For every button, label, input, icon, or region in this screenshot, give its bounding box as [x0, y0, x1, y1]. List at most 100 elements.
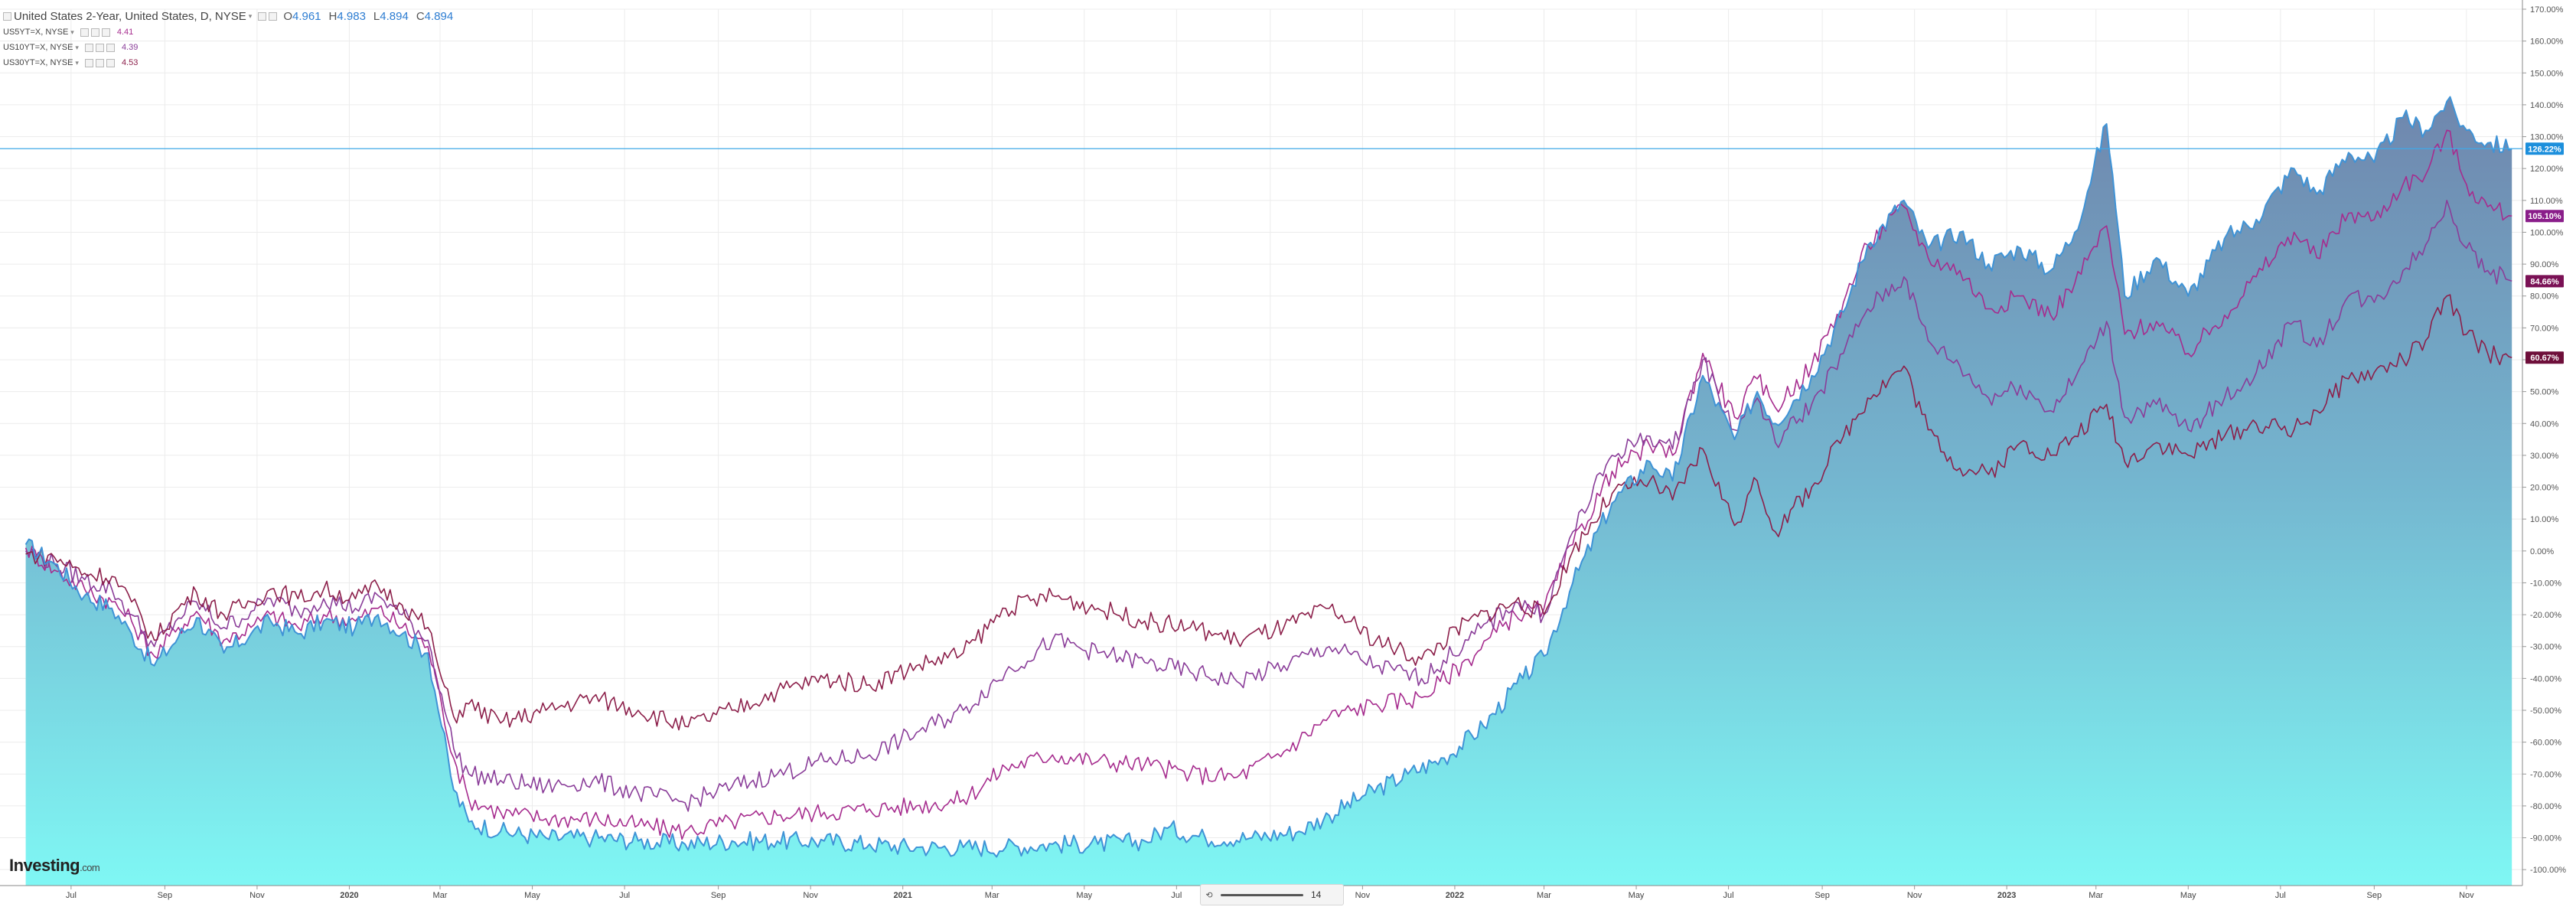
last-value-badge: 105.10% [2525, 210, 2564, 223]
legend-open: O4.961 [283, 9, 321, 23]
legend-series-value: 4.41 [116, 28, 134, 37]
y-tick-label: 40.00% [2530, 419, 2559, 429]
badge-bg [2525, 351, 2564, 364]
x-tick-label: Jul [2275, 891, 2286, 900]
x-tick-label: Jul [1723, 891, 1734, 900]
legend-close: C4.894 [416, 9, 454, 23]
y-tick-label: -60.00% [2530, 739, 2561, 748]
series-line-us30yt-x[interactable] [25, 294, 2512, 731]
x-tick-label: May [2180, 891, 2196, 900]
y-tick-label: 130.00% [2530, 133, 2564, 142]
last-value-badge: 60.67% [2525, 351, 2564, 364]
visibility-icon[interactable] [84, 43, 93, 52]
y-tick-label: 50.00% [2530, 388, 2559, 397]
badge-label: 84.66% [2530, 277, 2559, 286]
investing-logo: Investing.com [9, 856, 100, 875]
x-tick-label: Mar [433, 891, 448, 900]
badge-label: 105.10% [2528, 212, 2561, 221]
y-tick-label: -20.00% [2530, 611, 2561, 620]
legend-main-series[interactable]: United States 2-Year, United States, D, … [3, 8, 461, 24]
area-fill-united-states-2-year [25, 96, 2512, 886]
y-tick-label: 80.00% [2530, 292, 2559, 302]
x-tick-label: Mar [985, 891, 999, 900]
x-tick-label: Sep [2367, 891, 2382, 900]
last-value-badge: 126.22% [2525, 142, 2564, 155]
close-icon[interactable] [106, 58, 115, 67]
badge-bg [2525, 210, 2564, 223]
y-tick-label: 150.00% [2530, 69, 2564, 78]
legend-high: H4.983 [328, 9, 366, 23]
badge-bg [2525, 275, 2564, 288]
x-tick-label: Nov [1907, 891, 1922, 900]
y-tick-label: 70.00% [2530, 324, 2559, 333]
legend-series-label: US10YT=X, NYSE [3, 43, 73, 52]
chevron-down-icon[interactable]: ▾ [75, 43, 79, 51]
y-tick-label: -40.00% [2530, 674, 2561, 684]
reset-icon[interactable]: ⟲ [1205, 890, 1213, 900]
x-tick-label: 2021 [893, 891, 911, 900]
x-tick-label: 2023 [1997, 891, 2016, 900]
x-tick-label: Jul [66, 891, 77, 900]
legend-series-us5y[interactable]: US5YT=X, NYSE ▾ 4.41 [3, 24, 461, 40]
chart-scrubber[interactable]: ⟲ 14 [1200, 884, 1344, 905]
x-tick-label: Nov [803, 891, 818, 900]
x-tick-label: Jul [619, 891, 630, 900]
x-tick-label: Nov [1355, 891, 1371, 900]
y-tick-label: 140.00% [2530, 101, 2564, 110]
x-tick-label: Jul [1171, 891, 1182, 900]
chevron-down-icon[interactable]: ▾ [75, 58, 79, 67]
y-tick-label: 10.00% [2530, 515, 2559, 524]
y-tick-label: -80.00% [2530, 802, 2561, 811]
settings-icon[interactable] [95, 58, 104, 67]
close-icon[interactable] [269, 11, 278, 21]
x-tick-label: May [1629, 891, 1645, 900]
y-tick-label: 120.00% [2530, 165, 2564, 174]
settings-icon[interactable] [258, 11, 267, 21]
legend-series-us10y[interactable]: US10YT=X, NYSE ▾ 4.39 [3, 40, 461, 55]
chevron-down-icon[interactable]: ▾ [248, 11, 253, 20]
badge-bg [2525, 142, 2564, 155]
y-tick-label: 20.00% [2530, 484, 2559, 493]
visibility-icon[interactable] [80, 28, 89, 37]
y-tick-label: -30.00% [2530, 643, 2561, 652]
badge-label: 126.22% [2528, 145, 2561, 154]
y-tick-label: 110.00% [2530, 197, 2563, 206]
legend-series-value: 4.39 [121, 43, 139, 52]
scrubber-value: 14 [1311, 889, 1322, 900]
last-value-badge: 84.66% [2525, 275, 2564, 288]
series-line-us10yt-x[interactable] [24, 200, 2512, 812]
x-tick-label: May [524, 891, 540, 900]
settings-icon[interactable] [95, 43, 104, 52]
visibility-icon[interactable] [84, 58, 93, 67]
legend-main-title: United States 2-Year, United States, D, … [14, 9, 246, 23]
y-tick-label: -100.00% [2530, 866, 2566, 875]
legend-series-label: US30YT=X, NYSE [3, 58, 73, 67]
y-tick-label: 90.00% [2530, 260, 2559, 269]
y-tick-label: 100.00% [2530, 228, 2564, 237]
x-tick-label: Sep [158, 891, 173, 900]
settings-icon[interactable] [90, 28, 99, 37]
legend-series-label: US5YT=X, NYSE [3, 28, 69, 37]
badge-label: 60.67% [2530, 354, 2559, 363]
x-tick-label: 2022 [1446, 891, 1464, 900]
scrubber-track[interactable] [1221, 893, 1303, 896]
close-icon[interactable] [106, 43, 115, 52]
last-value-badges: 126.22% 105.10% 84.66% 60.67% [2525, 142, 2564, 364]
collapse-icon[interactable] [3, 11, 11, 21]
chart-legend: United States 2-Year, United States, D, … [3, 8, 461, 70]
legend-series-us30y[interactable]: US30YT=X, NYSE ▾ 4.53 [3, 55, 461, 70]
y-axis: 170.00% 160.00% 150.00% 140.00% 130.00% 120.0… [2522, 0, 2566, 886]
legend-low: L4.894 [373, 9, 409, 23]
close-icon[interactable] [101, 28, 110, 37]
x-tick-label: Sep [1815, 891, 1830, 900]
x-tick-label: May [1076, 891, 1092, 900]
x-tick-label: Nov [249, 891, 265, 900]
y-tick-label: -70.00% [2530, 770, 2561, 779]
y-tick-label: 160.00% [2530, 38, 2564, 47]
chevron-down-icon[interactable]: ▾ [70, 28, 74, 36]
series-line-us5yt-x[interactable] [24, 129, 2512, 840]
series-line-united-states-2-year[interactable] [24, 96, 2512, 858]
y-tick-label: 170.00% [2530, 5, 2564, 15]
x-tick-label: Nov [2459, 891, 2474, 900]
